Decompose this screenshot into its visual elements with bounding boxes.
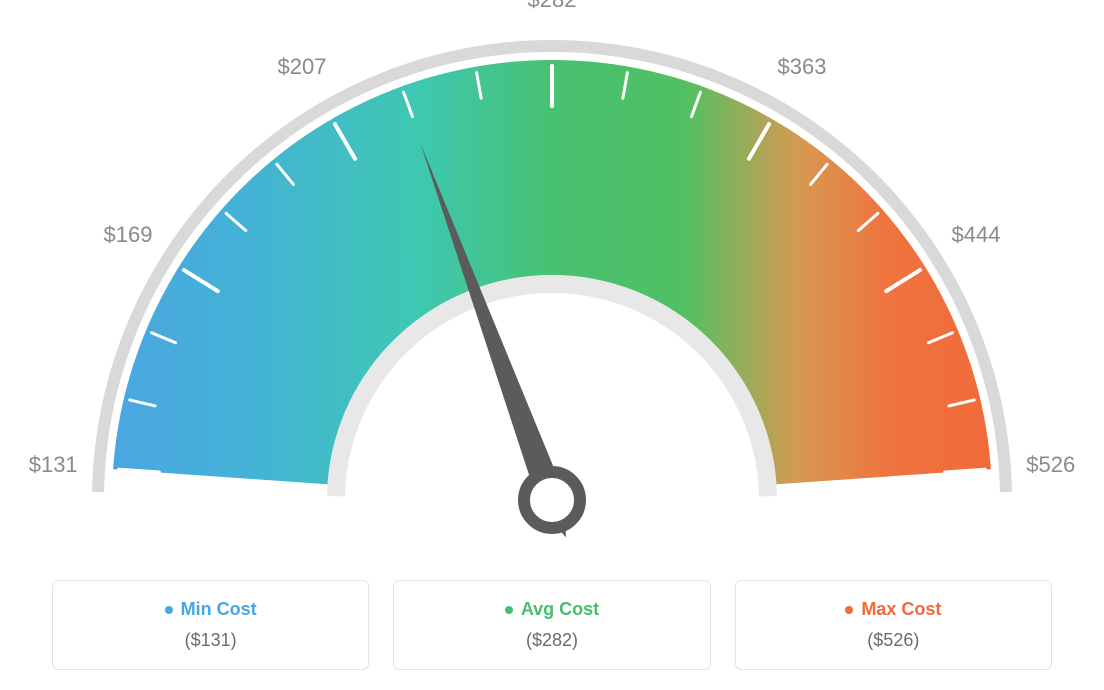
cost-gauge-widget: $131 $169 $207 $282 $363 $444 $526 Min Cost ($… bbox=[0, 0, 1104, 690]
gauge-tick-label: $363 bbox=[778, 54, 827, 80]
gauge-tick-label: $131 bbox=[29, 452, 78, 478]
legend-title-max: Max Cost bbox=[746, 599, 1041, 620]
legend-value-max: ($526) bbox=[746, 630, 1041, 651]
legend-label-max: Max Cost bbox=[861, 599, 941, 619]
gauge-svg bbox=[0, 0, 1104, 560]
legend-title-avg: Avg Cost bbox=[404, 599, 699, 620]
legend-card-avg: Avg Cost ($282) bbox=[393, 580, 710, 670]
legend-label-avg: Avg Cost bbox=[521, 599, 599, 619]
gauge-tick-label: $282 bbox=[528, 0, 577, 13]
gauge-tick-label: $526 bbox=[1026, 452, 1075, 478]
gauge-tick-label: $207 bbox=[278, 54, 327, 80]
gauge-tick-label: $444 bbox=[952, 222, 1001, 248]
legend-label-min: Min Cost bbox=[181, 599, 257, 619]
gauge-chart: $131 $169 $207 $282 $363 $444 $526 bbox=[0, 0, 1104, 560]
legend-title-min: Min Cost bbox=[63, 599, 358, 620]
legend-dot-min bbox=[165, 606, 173, 614]
legend-card-min: Min Cost ($131) bbox=[52, 580, 369, 670]
legend-value-avg: ($282) bbox=[404, 630, 699, 651]
gauge-tick-label: $169 bbox=[103, 222, 152, 248]
legend-dot-avg bbox=[505, 606, 513, 614]
legend-dot-max bbox=[845, 606, 853, 614]
legend-row: Min Cost ($131) Avg Cost ($282) Max Cost… bbox=[0, 580, 1104, 670]
legend-value-min: ($131) bbox=[63, 630, 358, 651]
legend-card-max: Max Cost ($526) bbox=[735, 580, 1052, 670]
